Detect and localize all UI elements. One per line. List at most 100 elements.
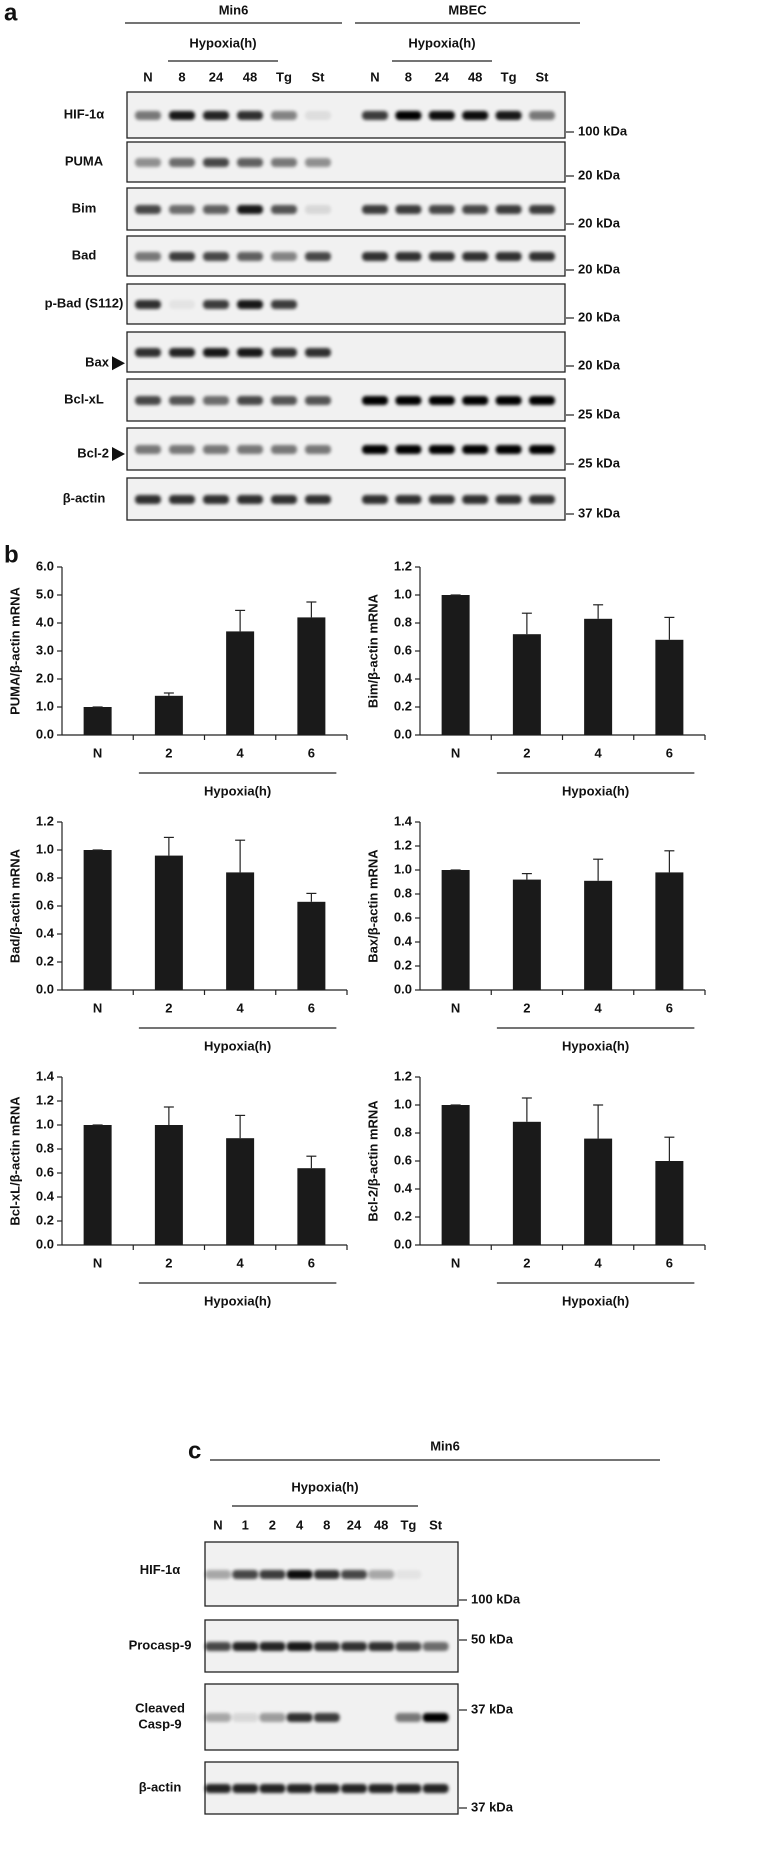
y-tick-label: 0.8 [36,1140,54,1155]
bar [83,1125,112,1245]
row-label: Bad [72,247,97,262]
band [313,1713,340,1722]
band [362,495,388,504]
y-axis-label: PUMA/β-actin mRNA [7,586,22,714]
marker-label: 20 kDa [578,309,621,324]
y-tick-label: 0.4 [36,925,55,940]
band [368,1570,395,1579]
band [341,1784,367,1793]
group-label: Hypoxia(h) [562,1293,629,1308]
y-tick-label: 1.2 [36,1092,54,1107]
bar [83,707,112,735]
blot [126,378,566,422]
row-label: p-Bad (S112) [45,295,124,310]
band [232,1642,259,1651]
y-tick-label: 3.0 [36,642,54,657]
lane-label: 24 [347,1517,362,1532]
group-label: Hypoxia(h) [204,783,271,798]
band [428,111,455,120]
y-tick-label: 0.6 [394,642,412,657]
y-tick-label: 0.8 [394,614,412,629]
band [305,205,331,214]
x-tick-label: N [93,745,102,760]
band [422,1642,449,1651]
bar [154,1125,183,1245]
band [395,111,422,120]
lane-label: 48 [243,69,257,84]
bar [512,634,541,735]
band [203,158,229,167]
band [395,396,422,405]
bar [297,617,326,735]
band [135,396,161,405]
row-label: Cleaved [135,1700,185,1715]
x-tick-label: 2 [523,745,530,760]
band [237,445,263,454]
x-tick-label: 2 [165,745,172,760]
lane-label: Tg [400,1517,416,1532]
panel-label: b [4,541,19,568]
band [495,252,522,261]
lane-label: St [429,1517,443,1532]
row-label: Bcl-xL [64,391,104,406]
band [205,1784,231,1793]
band [271,348,297,357]
band [259,1642,286,1651]
band [462,111,489,120]
band [422,1713,449,1722]
x-tick-label: N [93,1255,102,1270]
band [305,158,331,167]
band [395,1784,422,1793]
band [237,300,263,309]
y-tick-label: 0.4 [394,670,413,685]
band [395,252,422,261]
band [428,445,455,454]
y-tick-label: 1.0 [394,861,412,876]
hypoxia-label: Hypoxia(h) [291,1479,358,1494]
band [495,445,522,454]
x-tick-label: 4 [595,745,603,760]
lane-label: 2 [269,1517,276,1532]
row-label: Casp-9 [138,1716,181,1731]
lane-label: 8 [178,69,185,84]
y-axis-label: Bcl-xL/β-actin mRNA [7,1096,22,1226]
bar [655,1161,684,1245]
band [305,445,331,454]
group-label: Min6 [430,1438,460,1453]
band [237,205,263,214]
x-tick-label: 4 [595,1255,603,1270]
band [529,396,555,405]
marker-label: 50 kDa [471,1631,514,1646]
bar [512,879,541,990]
lane-label: N [370,69,379,84]
band [237,111,263,120]
row-label: HIF-1α [140,1562,181,1577]
band [169,495,195,504]
y-tick-label: 2.0 [36,670,54,685]
x-tick-label: 6 [666,745,673,760]
row-label: HIF-1α [64,106,105,121]
lane-label: 48 [468,69,482,84]
bar [226,631,255,735]
group-label: Hypoxia(h) [204,1293,271,1308]
x-tick-label: 2 [523,1255,530,1270]
bar [297,901,326,990]
band [305,252,331,261]
y-tick-label: 1.2 [394,837,412,852]
y-tick-label: 0.2 [394,957,412,972]
band [135,111,161,120]
marker-label: 37 kDa [578,505,621,520]
band [529,205,555,214]
band [428,396,455,405]
lane-label: St [536,69,550,84]
y-tick-label: 0.2 [394,698,412,713]
y-axis-label: Bim/β-actin mRNA [365,593,380,708]
x-tick-label: 4 [237,1000,245,1015]
marker-label: 37 kDa [471,1799,514,1814]
y-tick-label: 0.0 [394,1236,412,1251]
band [135,495,161,504]
y-tick-label: 0.6 [394,1152,412,1167]
marker-label: 20 kDa [578,167,621,182]
band [529,252,555,261]
bar [297,1168,326,1245]
